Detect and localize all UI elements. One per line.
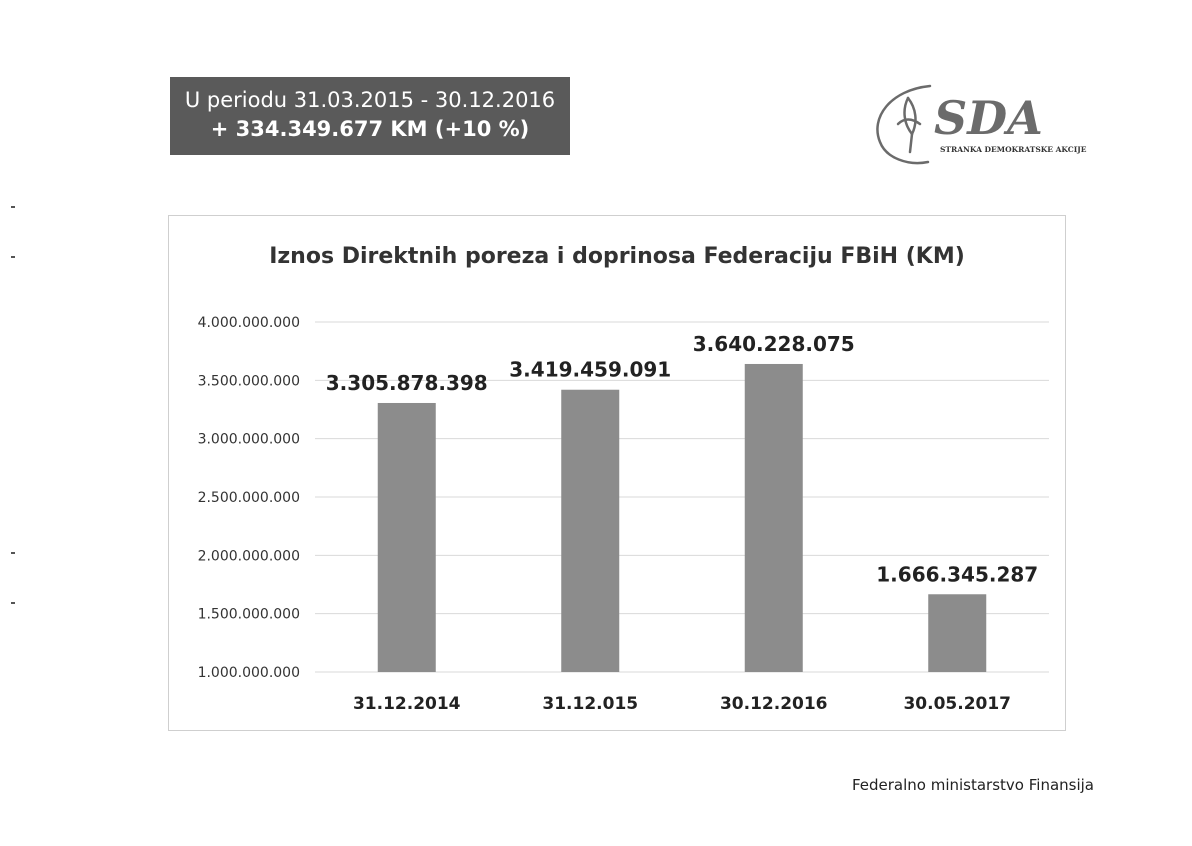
scan-mark	[11, 552, 15, 554]
data-label: 3.640.228.075	[693, 332, 855, 356]
bar-chart: Iznos Direktnih poreza i doprinosa Feder…	[198, 244, 1049, 714]
source-note: Federalno ministarstvo Finansija	[851, 776, 1094, 794]
gridlines	[315, 321, 1049, 673]
x-axis-ticks: 31.12.2014 31.12.015 30.12.2016 30.05.2017	[353, 694, 1011, 714]
bar	[744, 363, 803, 672]
fleur-de-lis-icon	[876, 84, 932, 165]
chart-title: Iznos Direktnih poreza i doprinosa Feder…	[269, 244, 965, 269]
sda-logo: SDA STRANKA DEMOKRATSKE AKCIJE	[876, 84, 1087, 165]
bars	[377, 363, 987, 672]
y-tick-label: 2.000.000.000	[198, 548, 300, 564]
bar	[377, 402, 436, 672]
logo-subtitle: STRANKA DEMOKRATSKE AKCIJE	[940, 145, 1087, 154]
y-axis-ticks: 1.000.000.000 1.500.000.000 2.000.000.000 2…	[198, 315, 300, 681]
y-tick-label: 1.500.000.000	[198, 607, 300, 623]
y-tick-label: 3.000.000.000	[198, 432, 300, 448]
data-labels: 3.305.878.398 3.419.459.091 3.640.228.075 1…	[326, 332, 1038, 586]
summary-change: + 334.349.677 KM (+10 %)	[210, 117, 530, 141]
scan-mark	[11, 602, 15, 604]
data-label: 3.419.459.091	[509, 358, 671, 382]
x-tick-label: 31.12.2014	[353, 694, 461, 714]
x-tick-label: 30.12.2016	[720, 694, 828, 714]
chart-frame: Iznos Direktnih poreza i doprinosa Feder…	[168, 215, 1066, 731]
summary-period: U periodu 31.03.2015 - 30.12.2016	[184, 88, 556, 112]
logo-name: SDA	[934, 91, 1043, 145]
scan-mark	[11, 256, 15, 258]
x-tick-label: 31.12.015	[542, 694, 638, 714]
scan-mark	[11, 206, 15, 208]
y-tick-label: 3.500.000.000	[198, 373, 300, 389]
y-tick-label: 2.500.000.000	[198, 490, 300, 506]
y-tick-label: 4.000.000.000	[198, 315, 300, 331]
bar	[928, 594, 987, 672]
bar	[561, 389, 620, 672]
data-label: 1.666.345.287	[876, 562, 1038, 586]
data-label: 3.305.878.398	[326, 371, 488, 395]
y-tick-label: 1.000.000.000	[198, 665, 300, 681]
summary-box: U periodu 31.03.2015 - 30.12.2016 + 334.…	[170, 77, 570, 155]
x-tick-label: 30.05.2017	[903, 694, 1011, 714]
